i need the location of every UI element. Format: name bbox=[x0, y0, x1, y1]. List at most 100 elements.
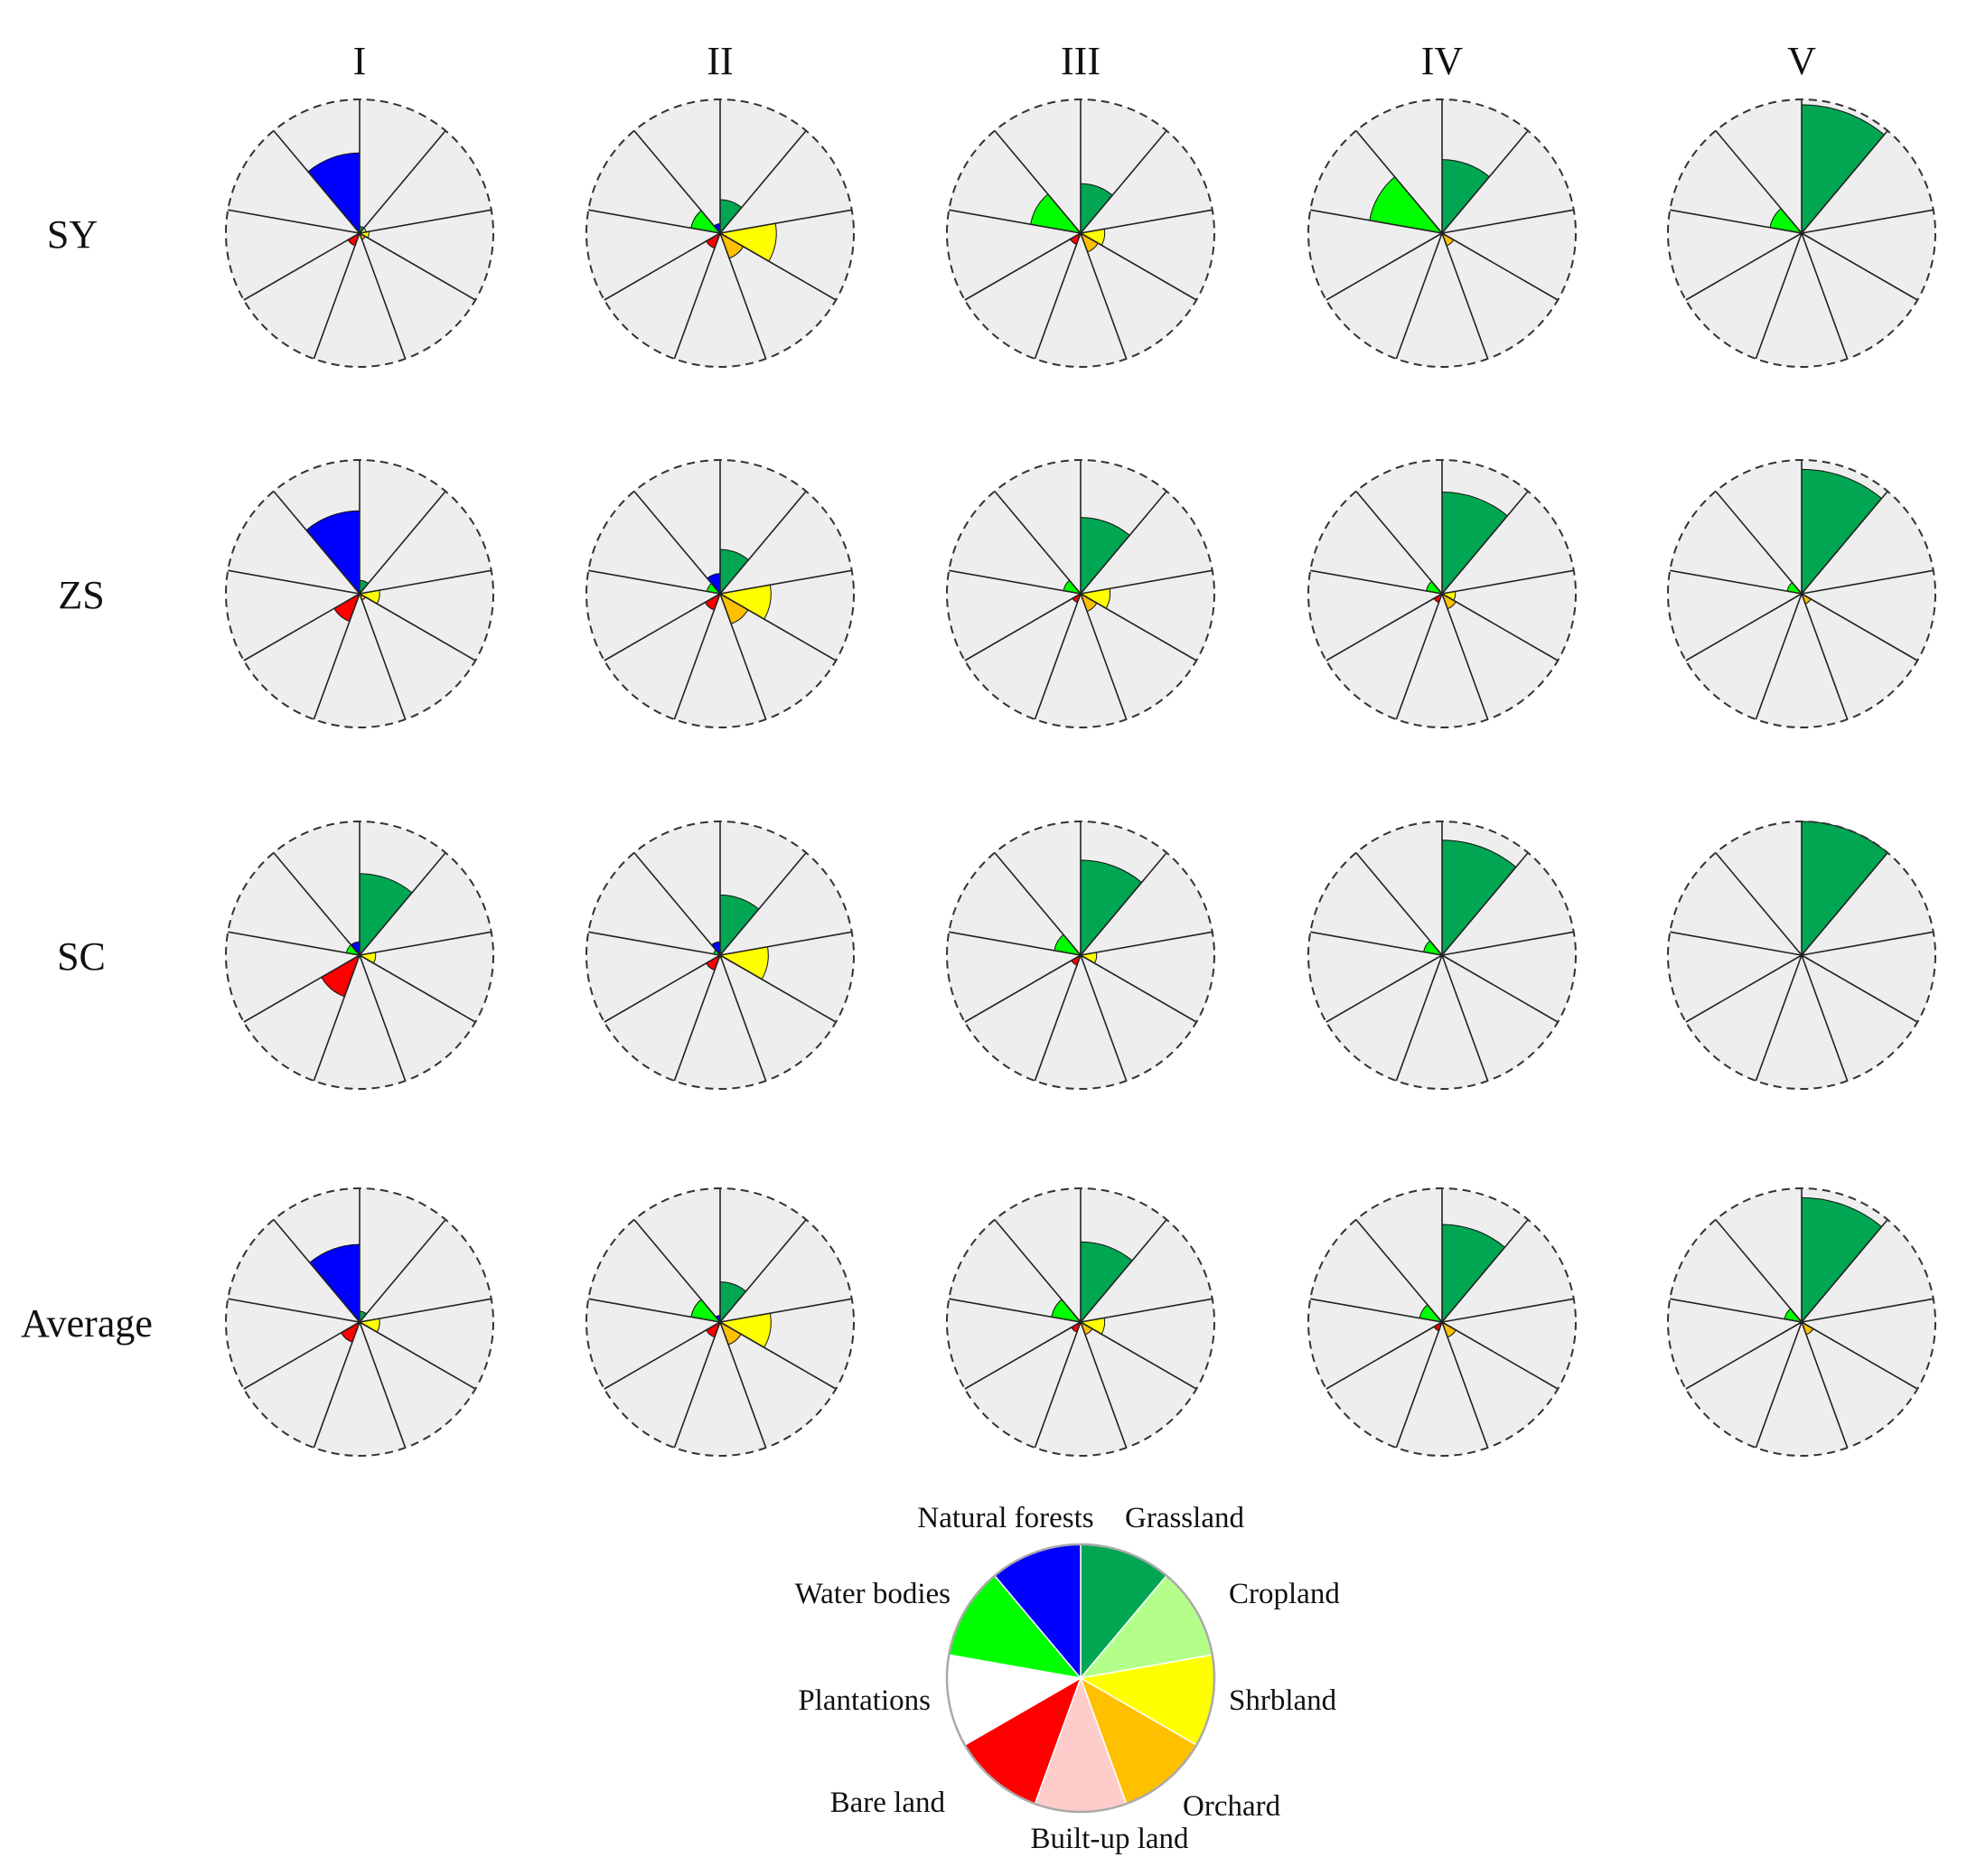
sector-divider bbox=[1441, 569, 1574, 595]
sector-divider bbox=[1715, 852, 1803, 956]
legend-label-grassland: Grassland bbox=[1125, 1502, 1244, 1534]
panel-zs-ii bbox=[585, 459, 855, 728]
panel-sy-iv bbox=[1307, 98, 1577, 368]
sector-divider bbox=[1080, 130, 1167, 234]
sector-divider bbox=[359, 1321, 476, 1390]
legend-pie bbox=[945, 1543, 1216, 1814]
sector-divider bbox=[273, 130, 361, 234]
panel-average-iv bbox=[1307, 1187, 1577, 1457]
sector-divider bbox=[1080, 593, 1197, 661]
sector-divider bbox=[1801, 954, 1918, 1023]
panel-outline bbox=[585, 98, 855, 368]
sector-divider bbox=[1080, 1219, 1167, 1323]
panel-outline bbox=[585, 1187, 855, 1457]
sector-divider bbox=[1441, 1298, 1574, 1323]
sector-divider bbox=[1670, 931, 1803, 956]
sector-divider bbox=[359, 491, 446, 595]
sector-divider bbox=[1441, 232, 1489, 360]
sector-divider bbox=[1355, 130, 1443, 234]
panel-sy-iii bbox=[946, 98, 1215, 368]
sector-divider bbox=[1441, 954, 1489, 1082]
sector-divider bbox=[1801, 209, 1934, 234]
sector-divider bbox=[1685, 232, 1803, 301]
sector-divider bbox=[604, 1321, 721, 1390]
sector-divider bbox=[1395, 954, 1443, 1082]
sector-divider bbox=[1715, 1219, 1803, 1323]
sector-divider bbox=[1080, 232, 1197, 301]
panel-outline bbox=[1307, 98, 1577, 368]
sector-divider bbox=[1355, 852, 1443, 956]
sector-divider bbox=[313, 954, 361, 1082]
sector-divider bbox=[359, 593, 407, 720]
panel-average-i bbox=[225, 1187, 494, 1457]
sector-divider bbox=[1325, 232, 1443, 301]
sector-divider bbox=[719, 1219, 807, 1323]
sector-divider bbox=[1801, 130, 1888, 234]
sector-divider bbox=[1034, 1321, 1082, 1449]
column-label-iv: IV bbox=[1421, 39, 1464, 83]
sector-divider bbox=[243, 954, 361, 1023]
sector-divider bbox=[673, 232, 721, 360]
panel-zs-iv bbox=[1307, 459, 1577, 728]
sector-divider bbox=[359, 569, 492, 595]
sector-divider bbox=[243, 593, 361, 661]
sector-divider bbox=[1755, 954, 1803, 1082]
sector-divider bbox=[1801, 931, 1934, 956]
sector-divider bbox=[1441, 232, 1559, 301]
sector-divider bbox=[719, 954, 837, 1023]
sector-divider bbox=[1801, 593, 1849, 720]
sector-divider bbox=[1310, 931, 1443, 956]
sector-divider bbox=[1080, 931, 1213, 956]
sector-divider bbox=[633, 491, 721, 595]
sector-divider bbox=[1325, 1321, 1443, 1390]
sector-divider bbox=[1755, 232, 1803, 360]
sector-divider bbox=[228, 1298, 361, 1323]
sector-divider bbox=[1441, 593, 1489, 720]
sector-divider bbox=[719, 232, 767, 360]
panel-outline bbox=[225, 459, 494, 728]
legend-label-bare-land: Bare land bbox=[830, 1787, 946, 1819]
sector-divider bbox=[359, 1321, 407, 1449]
sector-divider bbox=[1801, 569, 1934, 595]
sector-divider bbox=[359, 954, 407, 1082]
sector-divider bbox=[243, 232, 361, 301]
sector-divider bbox=[949, 209, 1082, 234]
sector-divider bbox=[673, 1321, 721, 1449]
sector-divider bbox=[1355, 491, 1443, 595]
legend-label-built-up-land: Built-up land bbox=[1030, 1823, 1189, 1855]
sector-divider bbox=[633, 1219, 721, 1323]
sector-divider bbox=[1395, 232, 1443, 360]
legend-label-plantations: Plantations bbox=[798, 1684, 931, 1717]
panel-outline bbox=[585, 821, 855, 1090]
column-label-iii: III bbox=[1061, 39, 1101, 83]
sector-divider bbox=[1395, 593, 1443, 720]
sector-divider bbox=[313, 593, 361, 720]
sector-divider bbox=[359, 931, 492, 956]
sector-divider bbox=[359, 232, 407, 360]
sector-divider bbox=[228, 209, 361, 234]
legend-label-orchard: Orchard bbox=[1183, 1790, 1281, 1823]
sector-divider bbox=[1080, 593, 1128, 720]
sector-divider bbox=[1755, 1321, 1803, 1449]
panel-sc-iii bbox=[946, 821, 1215, 1090]
panel-outline bbox=[946, 821, 1215, 1090]
sector-divider bbox=[964, 1321, 1082, 1390]
sector-divider bbox=[949, 931, 1082, 956]
sector-divider bbox=[588, 209, 721, 234]
sector-divider bbox=[359, 1219, 446, 1323]
sector-divider bbox=[719, 593, 767, 720]
panel-outline bbox=[225, 98, 494, 368]
sector-divider bbox=[1670, 1298, 1803, 1323]
sector-divider bbox=[1755, 593, 1803, 720]
sector-divider bbox=[1080, 491, 1167, 595]
sector-divider bbox=[994, 852, 1082, 956]
sector-divider bbox=[1801, 852, 1888, 956]
sector-divider bbox=[1080, 852, 1167, 956]
panel-outline bbox=[225, 821, 494, 1090]
row-label-average: Average bbox=[21, 1301, 153, 1346]
sector-divider bbox=[719, 593, 837, 661]
sector-divider bbox=[1080, 209, 1213, 234]
panel-outline bbox=[1307, 459, 1577, 728]
row-label-sy: SY bbox=[47, 212, 98, 257]
